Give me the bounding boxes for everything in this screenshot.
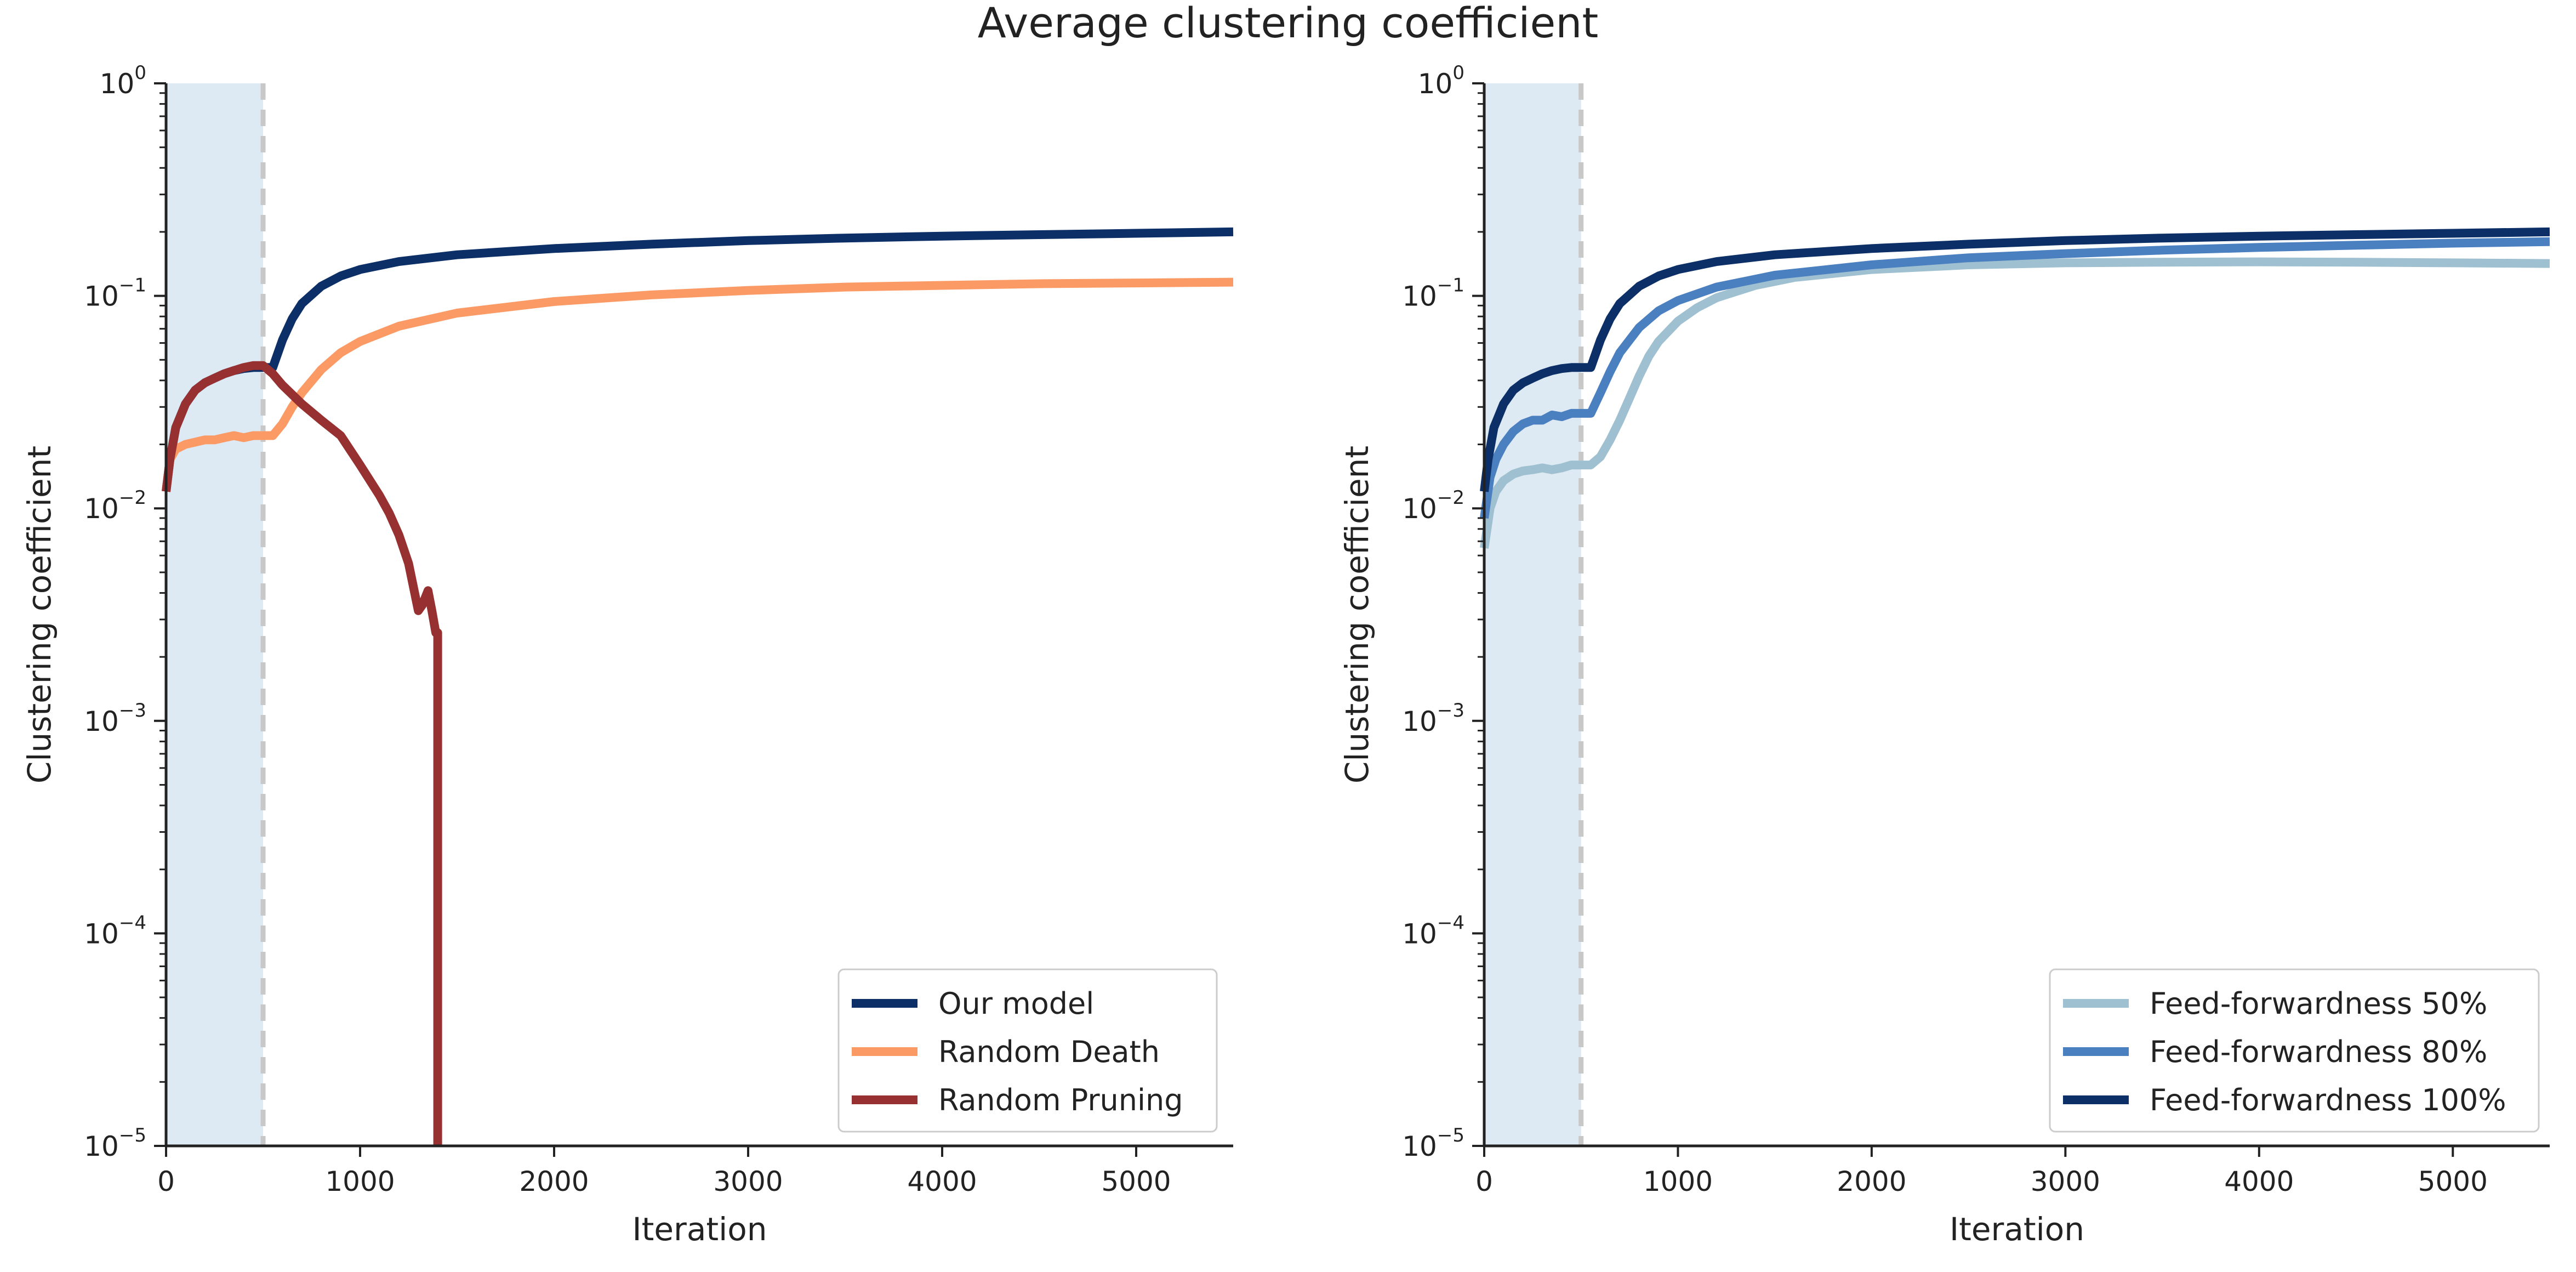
legend-label: Feed-forwardness 100% [2150,1083,2506,1117]
x-tick-label: 2000 [1837,1166,1906,1197]
x-tick-label: 3000 [2031,1166,2100,1197]
x-tick-label: 1000 [1643,1166,1713,1197]
x-tick-label: 5000 [1101,1166,1171,1197]
x-tick-label: 4000 [907,1166,977,1197]
y-tick-label: 10−4 [84,912,146,950]
x-tick-label: 0 [1475,1166,1493,1197]
x-tick-label: 3000 [713,1166,783,1197]
y-tick-label: 10−5 [1402,1125,1464,1162]
legend: Feed-forwardness 50% Feed-forwardness 80%… [2049,968,2540,1133]
legend-label: Our model [938,986,1094,1021]
legend: Our model Random Death Random Pruning [837,968,1218,1133]
figure-title: Average clustering coefficient [978,0,1599,47]
y-tick-label: 10−1 [84,275,146,313]
series-line-random-death [162,277,1234,492]
legend-box [837,968,1218,1133]
y-tick-label: 10−2 [1402,487,1464,525]
y-tick-label: 10−3 [1402,700,1464,737]
x-tick-label: 2000 [519,1166,589,1197]
legend-label: Feed-forwardness 80% [2150,1035,2487,1069]
legend-label: Feed-forwardness 50% [2150,986,2487,1021]
series-line-feed-forwardness-80 [1480,237,2550,519]
x-tick-label: 5000 [2418,1166,2488,1197]
x-axis-label: Iteration [1950,1211,2084,1248]
legend-box [2049,968,2540,1133]
y-axis-label: Clustering coefficient [21,446,58,783]
x-axis-label: Iteration [632,1211,767,1248]
y-tick-label: 10−2 [84,487,146,525]
series-line-feed-forwardness-100 [1480,227,2550,492]
y-tick-label: 10−4 [1402,912,1464,950]
series-line-feed-forwardness-50 [1480,257,2550,549]
y-tick-label: 100 [100,62,146,100]
y-tick-label: 10−1 [1402,275,1464,313]
shaded-region [1484,83,1581,1146]
x-tick-label: 0 [157,1166,175,1197]
x-tick-label: 4000 [2224,1166,2294,1197]
series-line-random-pruning [162,361,442,1146]
legend-label: Random Death [938,1035,1160,1069]
legend-label: Random Pruning [938,1083,1183,1117]
y-tick-label: 100 [1418,62,1464,100]
x-tick-label: 1000 [325,1166,395,1197]
left-panel: 0 1000 2000 3000 4000 5000 100 10−1 10−2 10−3 10−4… [21,62,1234,1248]
y-axis-label: Clustering coefficient [1338,446,1376,783]
right-panel: 0 1000 2000 3000 4000 5000 100 10−1 10−2 10−3 10−4… [1338,62,2550,1248]
y-tick-label: 10−5 [84,1125,146,1162]
y-tick-label: 10−3 [84,700,146,737]
shaded-region [166,83,263,1146]
